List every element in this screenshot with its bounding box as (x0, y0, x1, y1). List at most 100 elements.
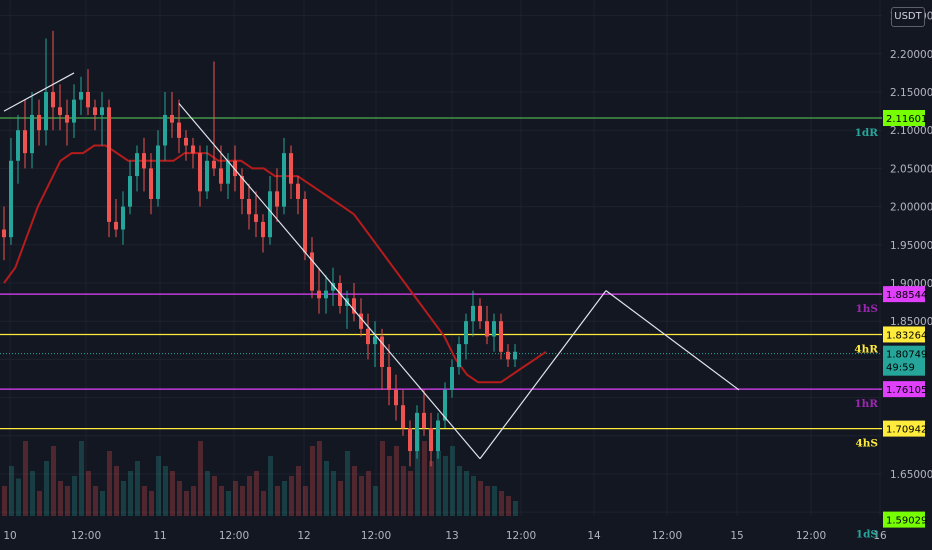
volume-bar (184, 491, 189, 516)
candle-body (275, 191, 279, 207)
volume-bar (86, 471, 91, 516)
y-tick-label: 1.95000 (890, 240, 932, 252)
candle-body (296, 183, 300, 199)
y-tick-label: 2.10000 (890, 125, 932, 137)
volume-bar (506, 496, 511, 516)
ma-line (3, 144, 547, 384)
candle-body (485, 321, 489, 337)
time-axis-bg (0, 516, 932, 550)
volume-bar (219, 486, 224, 516)
candle-body (184, 137, 188, 146)
candles (2, 30, 517, 467)
volume-bar (296, 466, 301, 516)
volume-bar (429, 461, 434, 516)
trendline (479, 290, 607, 460)
time-axis: 10 12:00 11 12:00 12 12:00 13 12:00 14 12:00 15 12:… (0, 516, 932, 550)
candle-body (338, 283, 342, 306)
y-tick-label: 1.85000 (890, 316, 932, 328)
candle-body (163, 114, 167, 146)
volume-bar (478, 481, 483, 516)
candle-body (58, 107, 62, 115)
volume-bar (79, 441, 84, 516)
volume-bar (261, 491, 266, 516)
volume-bar (233, 481, 238, 516)
candle-body (142, 153, 146, 169)
candle-body (100, 107, 104, 115)
candle-body (79, 92, 83, 100)
volume-bar (324, 461, 329, 516)
volume-bar (359, 476, 364, 516)
volume-bar (170, 471, 175, 516)
x-tick-label: 13 (445, 530, 458, 542)
volume-bar (205, 471, 210, 516)
x-tick-label: 16 (873, 530, 887, 542)
candle-body (380, 336, 384, 368)
price-badge-text: 1.83264 (886, 330, 927, 341)
level-label: 4hR (854, 343, 878, 355)
candle-body (191, 145, 195, 154)
candle-body (513, 351, 517, 360)
candle-body (233, 160, 237, 177)
volume-bar (226, 491, 231, 516)
volume-bar (331, 471, 336, 516)
volume-bar (198, 441, 203, 516)
candle-body (282, 153, 286, 207)
candle-body (289, 153, 293, 184)
candle-body (205, 160, 209, 192)
volume-bar (394, 446, 399, 516)
candle-body (254, 214, 258, 222)
volume-bar (422, 441, 427, 516)
candle-body (247, 198, 251, 215)
volume-bar (457, 466, 462, 516)
volume-bar (436, 451, 441, 516)
volume-bar (338, 481, 343, 516)
volume-bar (240, 486, 245, 516)
price-badge-text: 1.59029 (886, 516, 927, 527)
candle-body (261, 221, 265, 238)
candle-body (44, 92, 48, 131)
current-price-badge (883, 345, 925, 376)
y-tick-label: 2.20000 (890, 49, 932, 61)
volume-bar (128, 471, 133, 516)
volume-bar (254, 471, 259, 516)
price-badge (883, 511, 925, 528)
volume-bar (100, 491, 105, 516)
candle-body (422, 412, 426, 429)
volume-bar (387, 456, 392, 516)
level-labels: 2.11601 1dR 1.88544 1hS 1.83264 4hR 1.76105 1hR… (854, 109, 927, 541)
candle-body (170, 114, 174, 123)
volume-bar (93, 486, 98, 516)
volume-bar (114, 466, 119, 516)
volume-bar (450, 446, 455, 516)
level-label: 1dR (855, 127, 879, 139)
candle-body (415, 412, 419, 452)
currency-label[interactable]: USDT (891, 7, 925, 27)
level-label: 1hR (854, 398, 878, 410)
candle-body (86, 92, 90, 108)
candle-body (373, 336, 377, 345)
x-tick-label: 12:00 (796, 530, 826, 542)
volume-bar (16, 478, 21, 516)
volume-bar (282, 481, 287, 516)
volume-bar (65, 486, 70, 516)
candle-body (268, 191, 272, 238)
candle-body (30, 114, 34, 154)
volume-bar (268, 456, 273, 516)
candle-body (212, 160, 216, 169)
volume-bar (415, 431, 420, 516)
volume-bar (471, 476, 476, 516)
candle-body (506, 351, 510, 360)
price-badge-text: 1.70942 (886, 425, 927, 436)
candle-body (149, 168, 153, 199)
volume-bar (275, 486, 280, 516)
x-tick-label: 12:00 (71, 530, 101, 542)
volume-bar (44, 461, 49, 516)
volume-bar (37, 491, 42, 516)
candle-body (156, 145, 160, 199)
candle-body (443, 389, 447, 421)
candle-body (219, 168, 223, 184)
volume-bar (23, 441, 28, 516)
volume-bar (212, 476, 217, 516)
volume-bar (464, 471, 469, 516)
